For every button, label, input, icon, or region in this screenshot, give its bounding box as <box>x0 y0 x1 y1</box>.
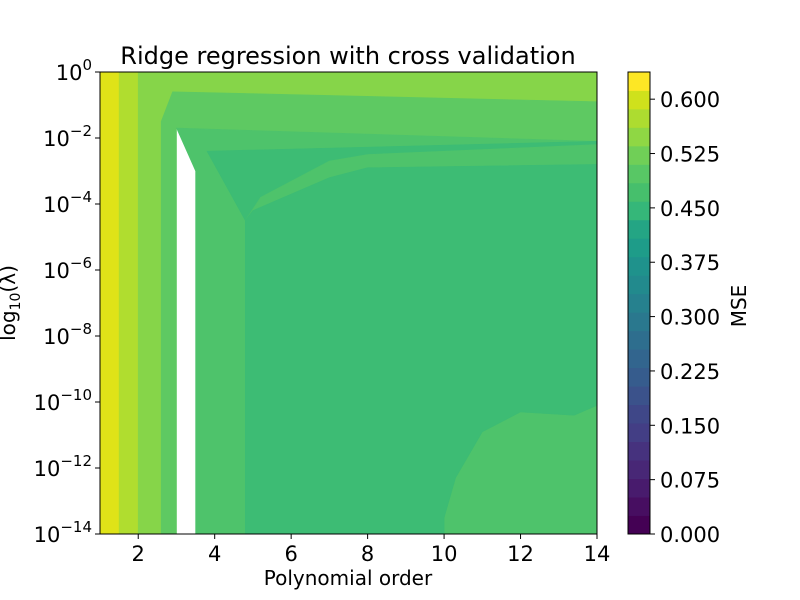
contour-region-7 <box>245 164 597 534</box>
colorbar-segment <box>628 127 650 147</box>
x-tick-label: 10 <box>431 542 458 566</box>
colorbar-segment <box>628 145 650 165</box>
colorbar-tick-label: 0.450 <box>660 197 720 221</box>
y-tick-label: 10−6 <box>43 254 92 283</box>
colorbar-segment <box>628 182 650 202</box>
colorbar-segment <box>628 441 650 461</box>
colorbar-segment <box>628 219 650 239</box>
colorbar-segment <box>628 275 650 295</box>
y-tick-label: 10−4 <box>43 188 92 217</box>
y-tick-label: 10−12 <box>34 452 92 481</box>
colorbar-frame <box>627 71 651 535</box>
x-axis-label: Polynomial order <box>264 566 433 590</box>
colorbar-tick-label: 0.300 <box>660 306 720 330</box>
plot-frame <box>99 71 598 535</box>
x-axis-ticks: 2 4 6 8 10 12 14 <box>132 534 611 566</box>
colorbar-segment <box>628 238 650 258</box>
y-tick-label: 100 <box>56 56 92 85</box>
colorbar-tick-label: 0.075 <box>660 469 720 493</box>
colorbar-segment <box>628 386 650 406</box>
colorbar-segment <box>628 497 650 516</box>
colorbar-tick-label: 0.600 <box>660 88 720 112</box>
colorbar-segment <box>628 164 650 184</box>
colorbar-segment <box>628 515 650 535</box>
x-tick-label: 6 <box>284 542 297 566</box>
colorbar-tick-label: 0.150 <box>660 414 720 438</box>
colorbar-segment <box>628 330 650 350</box>
colorbar-segment <box>628 367 650 387</box>
colorbar-segment <box>628 312 650 332</box>
colorbar-segment <box>628 349 650 369</box>
colorbar-segment <box>628 256 650 276</box>
chart-title: Ridge regression with cross validation <box>120 42 575 70</box>
y-axis-label: log10(λ) <box>0 265 24 341</box>
colorbar-segment <box>628 72 650 91</box>
y-tick-label: 10−10 <box>34 386 92 415</box>
colorbar-segment <box>628 423 650 442</box>
y-tick-label: 10−2 <box>43 122 92 151</box>
contour-region-0 <box>100 72 120 534</box>
colorbar-segment <box>628 201 650 221</box>
colorbar-label: MSE <box>727 285 751 328</box>
x-tick-label: 2 <box>132 542 145 566</box>
colorbar-tick-label: 0.525 <box>660 143 720 167</box>
x-tick-label: 14 <box>584 542 611 566</box>
y-axis-ticks: 100 10−2 10−4 10−6 10−8 10−10 10−12 10−14 <box>34 56 100 547</box>
colorbar-segment <box>628 108 650 128</box>
colorbar-tick-label: 0.375 <box>660 251 720 275</box>
y-tick-label: 10−14 <box>34 518 92 547</box>
x-tick-label: 4 <box>208 542 221 566</box>
colorbar-segment <box>628 404 650 424</box>
colorbar <box>627 71 651 535</box>
x-tick-label: 12 <box>507 542 534 566</box>
colorbar-segment <box>628 478 650 498</box>
y-axis-label-log: log <box>0 310 20 341</box>
colorbar-tick-label: 0.225 <box>660 360 720 384</box>
colorbar-segment <box>628 90 650 110</box>
contour-region-1 <box>118 72 139 534</box>
colorbar-ticks: 0.000 0.075 0.150 0.225 0.300 0.375 0.450 0.525… <box>650 88 720 547</box>
y-axis-label-lambda: (λ) <box>0 265 20 292</box>
colorbar-tick-label: 0.000 <box>660 523 720 547</box>
y-axis-label-sub: 10 <box>8 293 24 311</box>
y-tick-label: 10−8 <box>43 320 92 349</box>
colorbar-segment <box>628 293 650 313</box>
colorbar-segment <box>628 460 650 479</box>
contour-fills <box>100 72 597 534</box>
x-tick-label: 8 <box>361 542 374 566</box>
